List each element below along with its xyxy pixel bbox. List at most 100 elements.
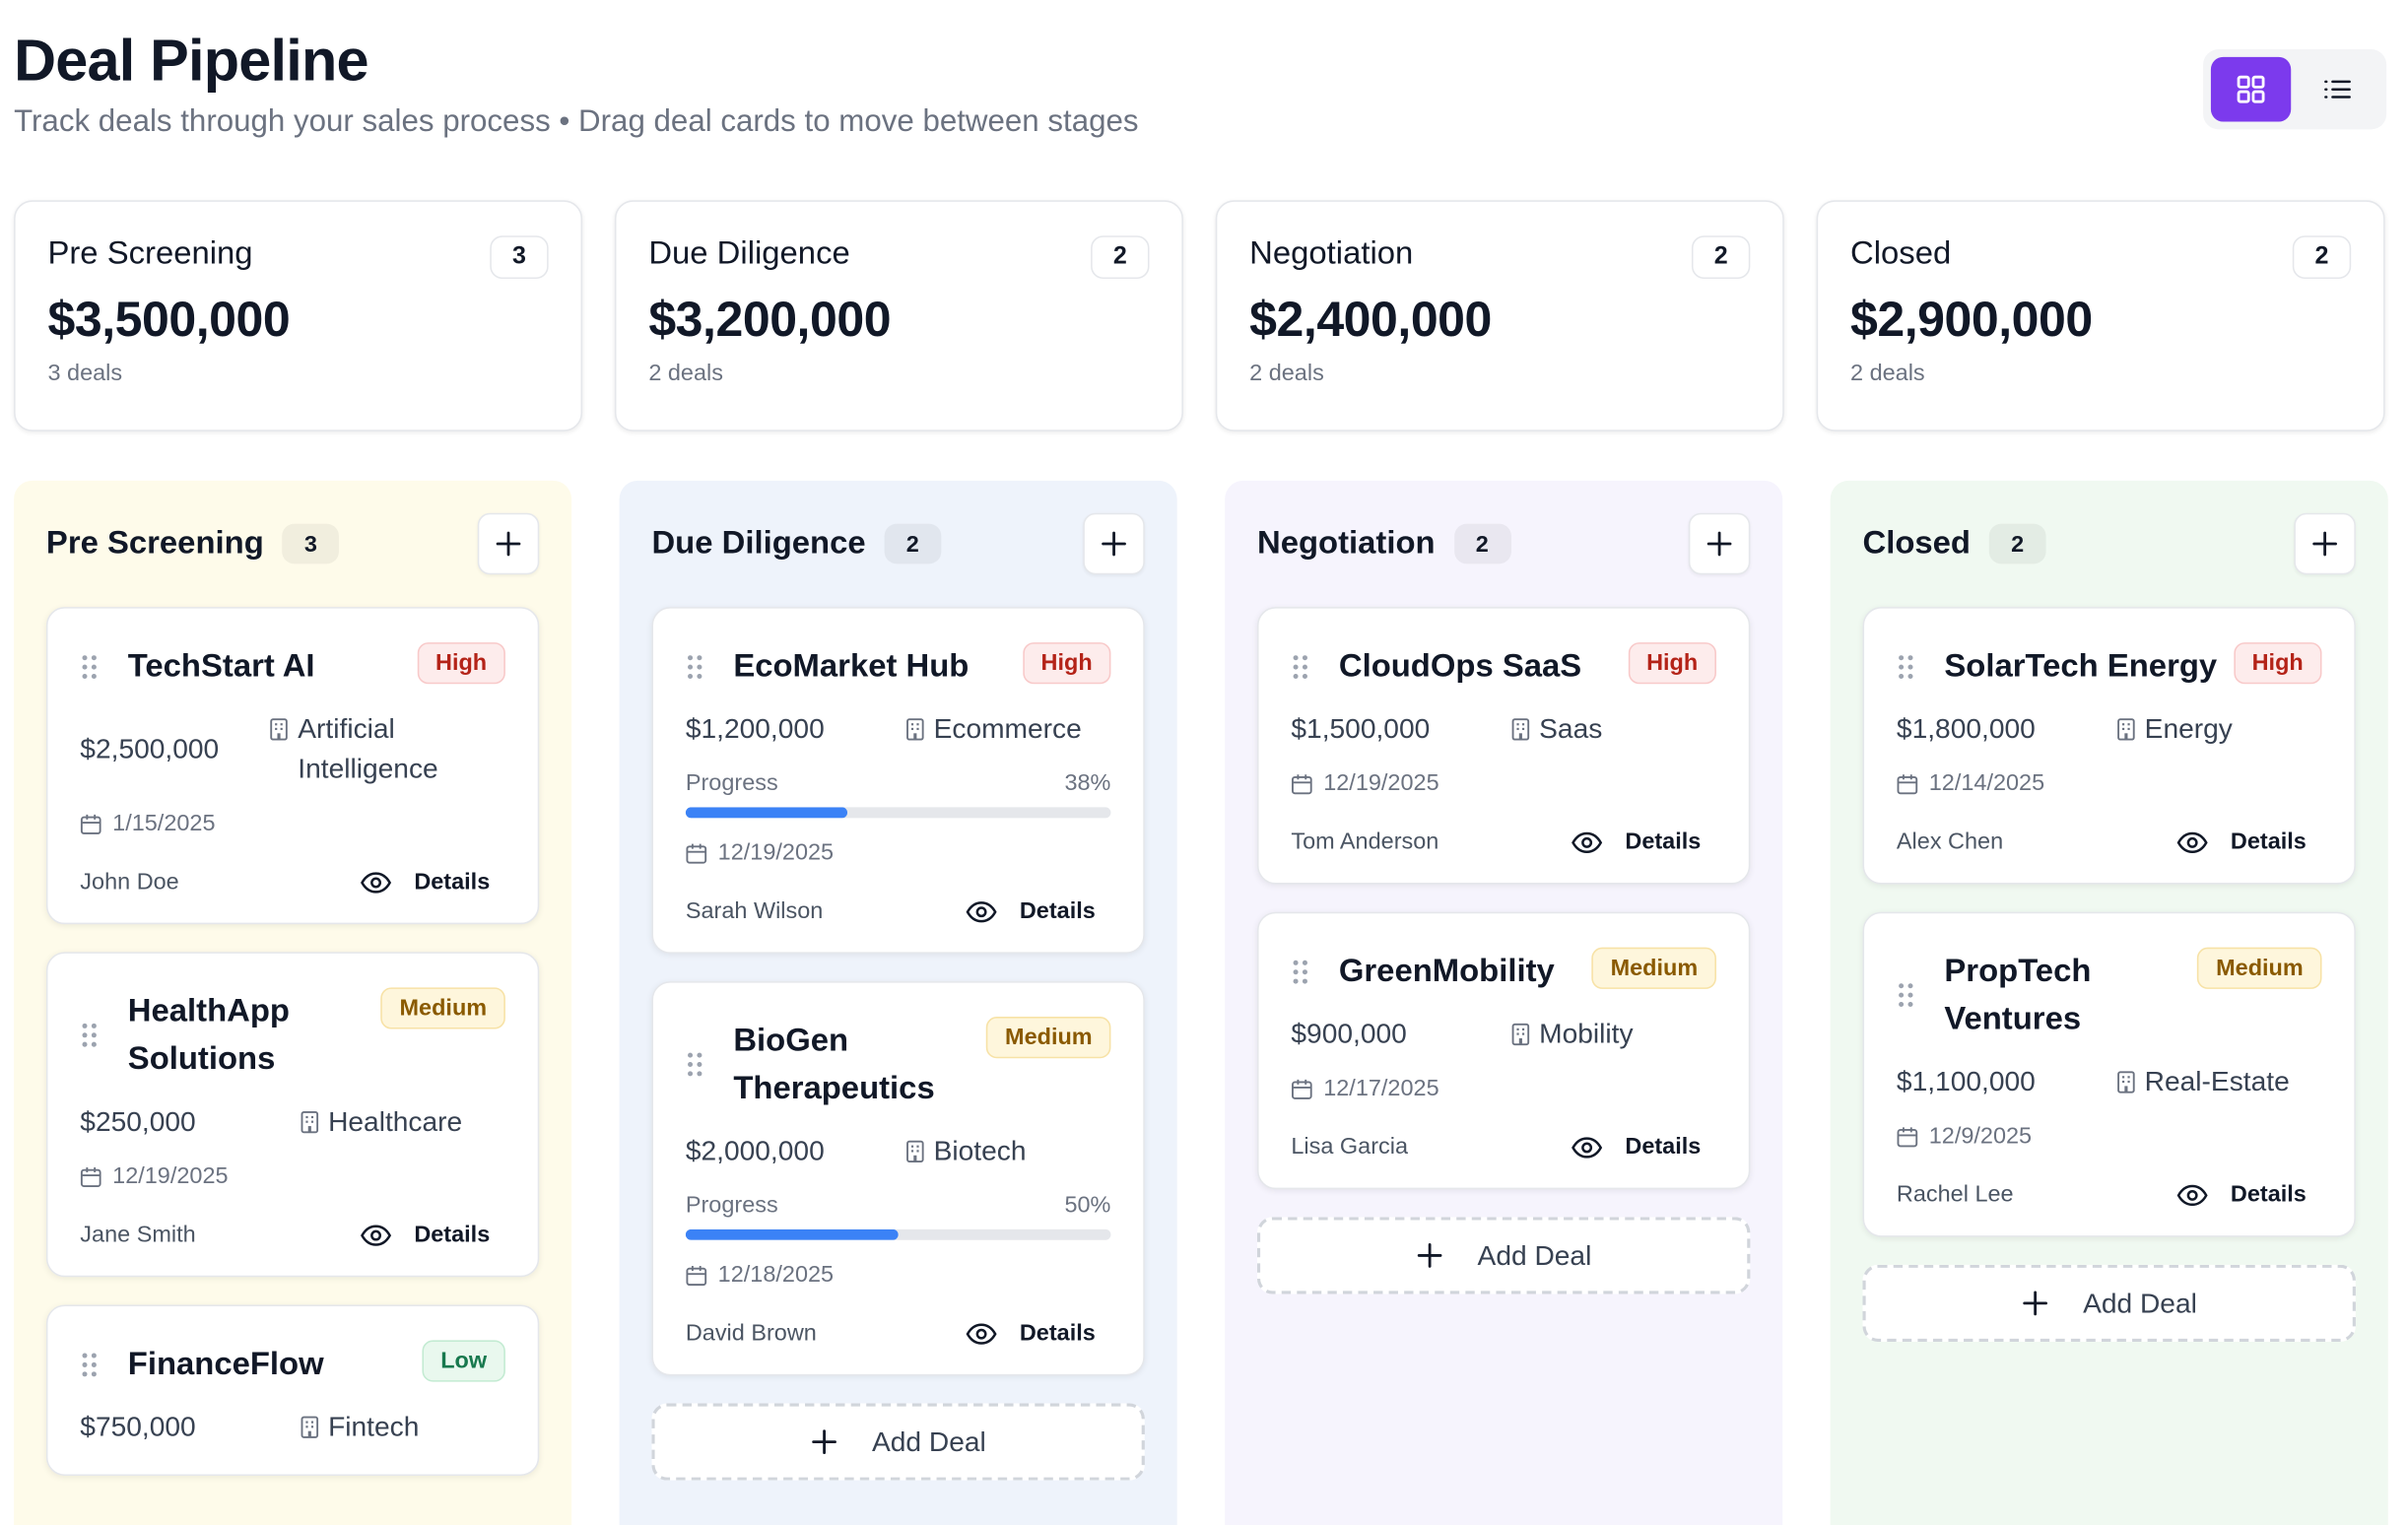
eye-icon (2176, 830, 2208, 853)
deal-date: 12/19/2025 (686, 839, 1111, 866)
summary-total-value: $2,400,000 (1249, 291, 1492, 347)
summary-stage-name: Pre Screening (47, 235, 253, 272)
progress-label: Progress (685, 769, 778, 797)
deal-meta: $900,000 Mobility (1291, 1014, 1716, 1054)
drag-handle[interactable] (686, 652, 704, 680)
deal-card[interactable]: GreenMobility Medium $900,000 Mobility 12/17… (1256, 911, 1751, 1190)
deal-industry: Artificial Intelligence (270, 708, 505, 788)
deal-date: 1/15/2025 (80, 811, 505, 836)
calendar-icon (1292, 1079, 1312, 1099)
deal-owner: Rachel Lee (1896, 1181, 2014, 1208)
drag-handle[interactable] (1291, 652, 1309, 680)
deal-card[interactable]: HealthApp Solutions Medium $250,000 Healthc… (45, 952, 540, 1278)
summary-stage-name: Negotiation (1249, 235, 1414, 272)
drag-handle-icon (1293, 960, 1307, 983)
details-button[interactable]: Details (1571, 1134, 1701, 1160)
column-count-badge: 2 (1988, 523, 2046, 564)
deal-footer: John Doe Details (80, 869, 505, 895)
add-deal-button[interactable]: Add Deal (651, 1403, 1145, 1481)
priority-badge: Medium (380, 987, 505, 1029)
deal-card-header: CloudOps SaaS High (1291, 642, 1716, 690)
drag-handle-icon (688, 1052, 702, 1077)
add-deal-icon-button[interactable] (477, 512, 540, 575)
deal-card[interactable]: PropTech Ventures Medium $1,100,000 Real-Es… (1862, 911, 2356, 1237)
priority-badge: Medium (1591, 947, 1716, 989)
drag-handle[interactable] (80, 652, 99, 680)
industry-label: Ecommerce (933, 712, 1082, 745)
deal-card[interactable]: EcoMarket Hub High $1,200,000 Ecommerce Prog… (651, 607, 1145, 954)
drag-handle[interactable] (686, 1050, 704, 1078)
industry-label: Biotech (933, 1135, 1027, 1166)
deal-card[interactable]: TechStart AI High $2,500,000 Artificial Int… (45, 607, 540, 925)
deal-industry: Energy (2117, 708, 2233, 749)
eye-icon (1571, 1136, 1602, 1158)
building-icon (1511, 718, 1530, 741)
details-button[interactable]: Details (2176, 1181, 2307, 1208)
add-deal-icon-button[interactable] (1688, 512, 1751, 575)
column-count-badge: 2 (884, 523, 942, 564)
deal-footer: Lisa Garcia Details (1291, 1134, 1716, 1160)
details-button[interactable]: Details (360, 869, 490, 895)
drag-handle-icon (82, 1023, 97, 1047)
deal-card[interactable]: BioGen Therapeutics Medium $2,000,000 Biote… (651, 981, 1145, 1376)
details-button[interactable]: Details (966, 1320, 1096, 1347)
priority-badge: Medium (986, 1017, 1111, 1059)
deal-date-text: 12/19/2025 (1323, 769, 1439, 797)
details-label: Details (1019, 1320, 1096, 1347)
drag-handle[interactable] (1291, 958, 1309, 985)
drag-handle[interactable] (1897, 652, 1915, 680)
details-button[interactable]: Details (2176, 829, 2307, 855)
deal-card[interactable]: CloudOps SaaS High $1,500,000 Saas 12/19/202… (1256, 607, 1751, 885)
deal-amount: $1,200,000 (685, 712, 825, 745)
deal-amount: $1,500,000 (1291, 712, 1431, 745)
building-icon (1511, 1023, 1530, 1046)
progress-bar (685, 807, 1111, 819)
add-deal-icon-button[interactable] (2294, 512, 2356, 575)
deal-date: 12/9/2025 (1897, 1123, 2322, 1150)
deal-meta: $2,500,000 Artificial Intelligence (80, 708, 505, 788)
deal-card[interactable]: SolarTech Energy High $1,800,000 Energy 12/1… (1862, 607, 2356, 885)
deal-card-header: EcoMarket Hub High (686, 642, 1111, 690)
deal-card[interactable]: FinanceFlow Low $750,000 Fintech (45, 1304, 540, 1477)
deal-industry: Ecommerce (905, 708, 1082, 749)
pipeline-column: Due Diligence 2 EcoMarket Hub High $1,200,00… (619, 480, 1177, 1525)
column-header: Closed 2 (1863, 511, 2356, 576)
deal-amount: $250,000 (80, 1105, 196, 1138)
calendar-icon (1897, 1126, 1918, 1147)
deal-industry: Fintech (301, 1407, 419, 1447)
deal-amount: $2,500,000 (80, 733, 220, 764)
deal-date-text: 12/19/2025 (112, 1162, 229, 1190)
summary-deal-count: 2 deals (1850, 360, 1925, 387)
deal-meta: $750,000 Fintech (80, 1407, 505, 1447)
drag-handle[interactable] (80, 1022, 99, 1049)
drag-handle-icon (82, 1352, 97, 1376)
progress-percent: 50% (1064, 1192, 1111, 1219)
summary-stage-name: Closed (1850, 235, 1952, 272)
drag-handle[interactable] (80, 1351, 99, 1378)
deal-amount: $900,000 (1291, 1018, 1407, 1049)
industry-label: Artificial Intelligence (298, 712, 438, 784)
deal-date: 12/19/2025 (1291, 769, 1716, 797)
eye-icon (360, 871, 391, 893)
add-deal-icon-button[interactable] (1083, 512, 1145, 575)
summary-stage-name: Due Diligence (648, 235, 850, 272)
add-deal-label: Add Deal (1477, 1238, 1592, 1271)
grid-view-button[interactable] (2210, 56, 2292, 122)
drag-handle[interactable] (1897, 981, 1915, 1009)
add-deal-button[interactable]: Add Deal (1256, 1217, 1751, 1294)
summary-deal-count: 2 deals (1249, 360, 1324, 387)
deal-meta: $1,100,000 Real-Estate (1897, 1061, 2322, 1101)
list-icon (2324, 80, 2351, 99)
add-deal-button[interactable]: Add Deal (1862, 1264, 2356, 1342)
calendar-icon (686, 1265, 707, 1286)
details-button[interactable]: Details (966, 898, 1096, 924)
pipeline-board: Pre Screening 3 TechStart AI High $2,500,000… (14, 480, 2388, 1525)
deal-meta: $1,500,000 Saas (1291, 708, 1716, 749)
list-view-button[interactable] (2297, 57, 2376, 122)
drag-handle-icon (688, 654, 702, 679)
deal-date: 12/14/2025 (1897, 770, 2322, 796)
details-button[interactable]: Details (360, 1222, 490, 1248)
details-button[interactable]: Details (1571, 829, 1701, 855)
add-deal-label: Add Deal (872, 1426, 986, 1457)
